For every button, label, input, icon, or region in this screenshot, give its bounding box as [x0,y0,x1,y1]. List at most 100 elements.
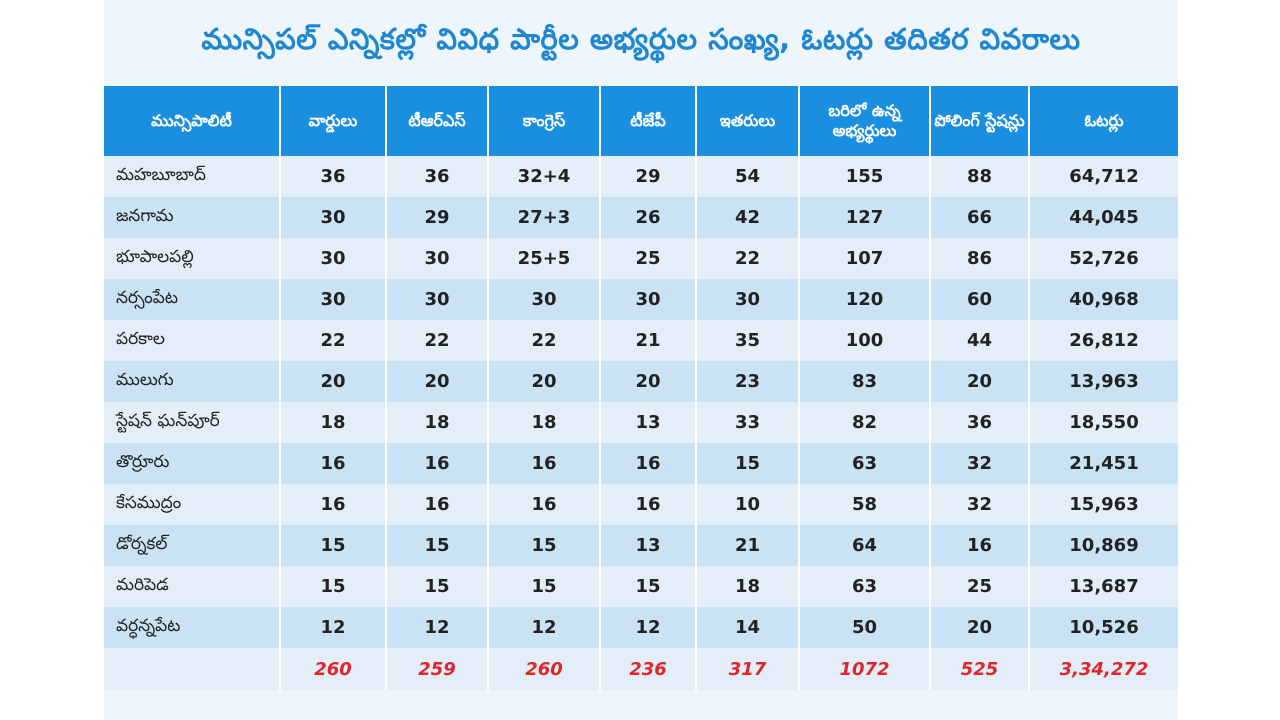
municipality-name: స్టేషన్ ఘన్‌పూర్ [104,402,281,443]
table-cell: 30 [488,279,601,320]
table-cell: 20 [386,361,489,402]
municipality-name: భూపాలపల్లి [104,238,281,279]
total-cell: 317 [696,648,800,690]
column-header: టీఆర్ఎస్ [386,86,489,156]
table-cell: 58 [799,484,931,525]
column-header: ఇతరులు [696,86,800,156]
municipality-name: తొర్రూరు [104,443,281,484]
column-header: ఓటర్లు [1029,86,1178,156]
table-row: భూపాలపల్లి 30 30 25+5 25 22 107 86 52,726 [104,238,1178,279]
table-cell: 29 [600,156,697,197]
table-cell: 30 [386,238,489,279]
table-cell: 15 [386,525,489,566]
table-cell: 16 [488,443,601,484]
table-cell: 13 [600,525,697,566]
table-cell: 36 [930,402,1030,443]
table-cell: 20 [488,361,601,402]
table-cell: 44 [930,320,1030,361]
table-cell: 15,963 [1029,484,1178,525]
total-cell: 260 [280,648,387,690]
table-cell: 15 [488,566,601,607]
table-cell: 12 [600,607,697,648]
table-cell: 13,687 [1029,566,1178,607]
table-cell: 50 [799,607,931,648]
table-cell: 18 [488,402,601,443]
table-cell: 18 [696,566,800,607]
municipality-name: వర్ధన్నపేట [104,607,281,648]
table-cell: 10 [696,484,800,525]
table-cell: 12 [488,607,601,648]
table-cell: 20 [930,361,1030,402]
table-cell: 26 [600,197,697,238]
table-cell: 22 [280,320,387,361]
table-cell: 32 [930,443,1030,484]
infographic-panel: మున్సిపల్ ఎన్నికల్లో వివిధ పార్టీల అభ్యర… [104,0,1178,720]
table-cell: 66 [930,197,1030,238]
table-cell: 25 [600,238,697,279]
table-cell: 16 [386,443,489,484]
table-cell: 10,526 [1029,607,1178,648]
table-row: తొర్రూరు 16 16 16 16 15 63 32 21,451 [104,443,1178,484]
table-cell: 30 [696,279,800,320]
table-cell: 16 [600,443,697,484]
table-cell: 21,451 [1029,443,1178,484]
page-title: మున్సిపల్ ఎన్నికల్లో వివిధ పార్టీల అభ్యర… [201,22,1081,56]
table-cell: 15 [280,566,387,607]
total-cell: 3,34,272 [1029,648,1178,690]
table-cell: 16 [280,443,387,484]
table-cell: 16 [386,484,489,525]
table-cell: 22 [386,320,489,361]
municipality-name: పరకాల [104,320,281,361]
table-cell: 54 [696,156,800,197]
table-cell: 16 [280,484,387,525]
table-cell: 23 [696,361,800,402]
table-cell: 30 [280,238,387,279]
table-cell: 30 [600,279,697,320]
table-cell: 40,968 [1029,279,1178,320]
table-cell: 26,812 [1029,320,1178,361]
municipality-name: జనగామ [104,197,281,238]
table-row: డోర్నకల్ 15 15 15 13 21 64 16 10,869 [104,525,1178,566]
column-header: టీజేపీ [600,86,697,156]
table-row: వర్ధన్నపేట 12 12 12 12 14 50 20 10,526 [104,607,1178,648]
table-cell: 15 [488,525,601,566]
table-cell: 12 [280,607,387,648]
table-row: కేసముద్రం 16 16 16 16 10 58 32 15,963 [104,484,1178,525]
totals-label [104,648,281,690]
table-cell: 20 [930,607,1030,648]
table-cell: 86 [930,238,1030,279]
table-cell: 63 [799,566,931,607]
table-cell: 12 [386,607,489,648]
table-cell: 10,869 [1029,525,1178,566]
table-cell: 42 [696,197,800,238]
table-cell: 155 [799,156,931,197]
total-cell: 259 [386,648,489,690]
table-cell: 20 [600,361,697,402]
table-cell: 35 [696,320,800,361]
totals-row: 260 259 260 236 317 1072 525 3,34,272 [104,648,1178,690]
table-cell: 15 [696,443,800,484]
table-cell: 82 [799,402,931,443]
table-cell: 18 [386,402,489,443]
total-cell: 260 [488,648,601,690]
table-cell: 32+4 [488,156,601,197]
table-cell: 16 [930,525,1030,566]
table-row: స్టేషన్ ఘన్‌పూర్ 18 18 18 13 33 82 36 18,550 [104,402,1178,443]
table-cell: 22 [488,320,601,361]
table-cell: 64 [799,525,931,566]
total-cell: 236 [600,648,697,690]
municipality-name: మరిపెడ [104,566,281,607]
table-cell: 25+5 [488,238,601,279]
table-cell: 13,963 [1029,361,1178,402]
table-cell: 36 [386,156,489,197]
table-row: నర్సంపేట 30 30 30 30 30 120 60 40,968 [104,279,1178,320]
table-cell: 20 [280,361,387,402]
column-header: వార్డులు [280,86,387,156]
table-cell: 22 [696,238,800,279]
table-cell: 107 [799,238,931,279]
table-cell: 27+3 [488,197,601,238]
column-header: పోలింగ్ స్టేషన్లు [930,86,1030,156]
table-cell: 15 [386,566,489,607]
table-cell: 13 [600,402,697,443]
table-cell: 29 [386,197,489,238]
